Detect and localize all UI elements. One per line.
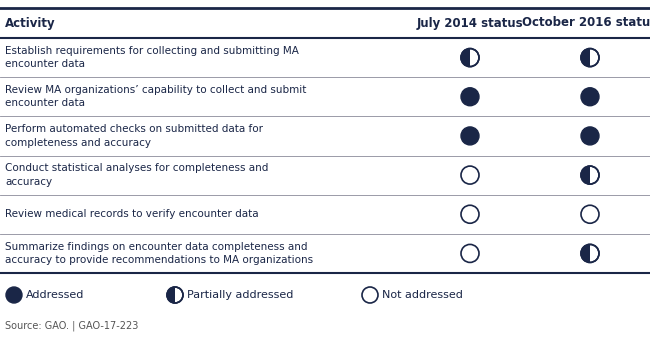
Circle shape: [461, 49, 479, 67]
Circle shape: [362, 287, 378, 303]
Text: Establish requirements for collecting and submitting MA
encounter data: Establish requirements for collecting an…: [5, 46, 299, 69]
Text: Perform automated checks on submitted data for
completeness and accuracy: Perform automated checks on submitted da…: [5, 124, 263, 147]
Text: Partially addressed: Partially addressed: [187, 290, 293, 300]
Circle shape: [6, 287, 22, 303]
Text: Review medical records to verify encounter data: Review medical records to verify encount…: [5, 209, 259, 219]
Wedge shape: [581, 49, 590, 67]
Circle shape: [461, 127, 479, 145]
Text: Activity: Activity: [5, 17, 56, 29]
Circle shape: [581, 166, 599, 184]
Circle shape: [461, 166, 479, 184]
Text: Conduct statistical analyses for completeness and
accuracy: Conduct statistical analyses for complet…: [5, 164, 268, 187]
Circle shape: [581, 49, 599, 67]
Text: Summarize findings on encounter data completeness and
accuracy to provide recomm: Summarize findings on encounter data com…: [5, 242, 313, 265]
Wedge shape: [581, 244, 590, 262]
Circle shape: [461, 88, 479, 106]
Wedge shape: [461, 49, 470, 67]
Text: July 2014 status: July 2014 status: [417, 17, 523, 29]
Text: Review MA organizations’ capability to collect and submit
encounter data: Review MA organizations’ capability to c…: [5, 85, 306, 108]
Circle shape: [581, 244, 599, 262]
Text: Source: GAO. | GAO-17-223: Source: GAO. | GAO-17-223: [5, 321, 138, 331]
Text: Not addressed: Not addressed: [382, 290, 463, 300]
Circle shape: [581, 127, 599, 145]
Wedge shape: [167, 287, 175, 303]
Circle shape: [581, 88, 599, 106]
Wedge shape: [581, 166, 590, 184]
Text: Addressed: Addressed: [26, 290, 84, 300]
Circle shape: [167, 287, 183, 303]
Circle shape: [581, 205, 599, 223]
Text: October 2016 status: October 2016 status: [523, 17, 650, 29]
Circle shape: [461, 244, 479, 262]
Circle shape: [461, 205, 479, 223]
